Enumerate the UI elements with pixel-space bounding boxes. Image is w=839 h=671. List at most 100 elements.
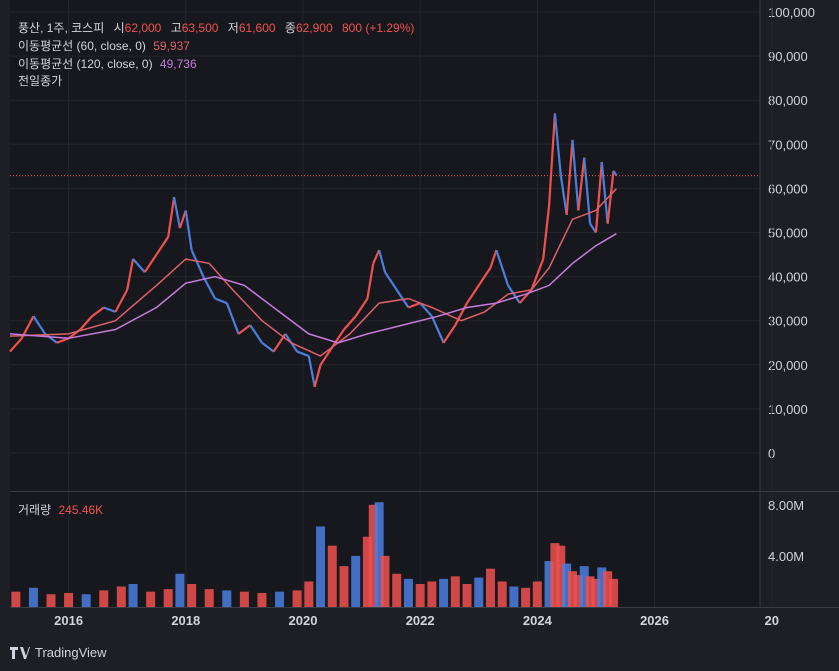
x-tick-label: 2020 <box>289 613 318 628</box>
x-tick-label: 2026 <box>640 613 669 628</box>
volume-bar <box>304 581 314 607</box>
volume-label: 거래량 <box>18 503 52 517</box>
volume-tick-label: 4.00M <box>768 549 804 564</box>
price-segment <box>184 210 193 251</box>
y-tick-label: 60,000 <box>768 181 808 196</box>
price-segment <box>190 249 205 278</box>
price-segment <box>178 210 187 229</box>
price-segment <box>143 253 158 273</box>
volume-bar <box>485 568 495 607</box>
y-tick-label: 30,000 <box>768 314 808 329</box>
volume-bar <box>146 591 156 607</box>
ma120-value: 49,736 <box>159 57 197 71</box>
price-segment <box>366 263 375 299</box>
low-label: 저 <box>227 21 239 35</box>
price-segment <box>32 315 47 335</box>
high-label: 고 <box>170 21 182 35</box>
price-segment <box>114 289 129 313</box>
tradingview-icon <box>10 646 30 659</box>
volume-bar <box>579 566 589 607</box>
volume-bar <box>46 594 56 607</box>
change-value: 800 (+1.29%) <box>341 21 415 35</box>
volume-bar <box>544 561 554 607</box>
volume-bar <box>439 578 449 607</box>
prev-close-legend[interactable]: 전일종가 <box>18 72 62 89</box>
y-tick-label: 20,000 <box>768 358 808 373</box>
price-segment <box>565 139 574 215</box>
symbol-label: 풍산, 1주, 코스피 <box>18 21 105 35</box>
price-segment <box>571 139 580 211</box>
price-segment <box>237 324 251 335</box>
price-segment <box>454 302 469 326</box>
price-segment <box>91 306 105 318</box>
volume-bar <box>415 584 425 607</box>
price-segment <box>612 170 618 177</box>
ma60-legend[interactable]: 이동평균선 (60, close, 0) 59,937 <box>18 37 190 54</box>
volume-bar <box>609 578 619 607</box>
symbol-ohlc-legend: 풍산, 1주, 코스피 시62,000 고63,500 저61,600 종62,… <box>18 19 414 36</box>
volume-bar <box>462 584 472 607</box>
volume-bar <box>292 590 302 607</box>
x-tick-label: 2022 <box>406 613 435 628</box>
y-tick-label: 40,000 <box>768 270 808 285</box>
volume-bar <box>497 581 507 607</box>
volume-bar <box>392 573 402 607</box>
volume-bar <box>187 584 197 607</box>
high-value: 63,500 <box>181 21 219 35</box>
volume-bar <box>521 587 531 607</box>
volume-bar <box>556 545 566 607</box>
ma60-value: 59,937 <box>153 39 190 53</box>
prev-close-label: 전일종가 <box>18 74 63 88</box>
volume-tick-label: 8.00M <box>768 498 804 513</box>
price-segment <box>172 197 182 229</box>
volume-bar <box>380 555 390 607</box>
price-segment <box>419 302 433 318</box>
volume-bar <box>532 581 542 607</box>
y-tick-label: 50,000 <box>768 226 808 241</box>
volume-bar <box>316 526 326 607</box>
price-segment <box>103 306 116 313</box>
volume-value: 245.46K <box>58 503 104 517</box>
y-tick-label: 80,000 <box>768 93 808 108</box>
ma120-label: 이동평균선 (120, close, 0) <box>18 57 153 71</box>
x-tick-label: 2016 <box>54 613 83 628</box>
price-segment <box>466 284 480 304</box>
price-segment <box>354 298 369 317</box>
close-value: 62,900 <box>295 21 333 35</box>
volume-bar <box>339 566 349 607</box>
price-segment <box>319 346 334 366</box>
volume-bar <box>257 592 267 607</box>
price-segment <box>9 337 23 353</box>
ma120-legend[interactable]: 이동평균선 (120, close, 0) 49,736 <box>18 55 197 72</box>
volume-bar <box>427 581 437 607</box>
volume-legend[interactable]: 거래량 245.46K <box>18 501 103 518</box>
price-segment <box>261 341 275 353</box>
price-segment <box>214 297 228 305</box>
ma60-label: 이동평균선 (60, close, 0) <box>18 39 146 53</box>
price-segment <box>249 324 263 344</box>
volume-bar <box>64 592 74 607</box>
y-tick-label: 100,000 <box>768 5 815 20</box>
volume-bar <box>222 590 232 607</box>
volume-bar <box>550 543 560 607</box>
price-segment <box>442 324 457 344</box>
price-segment <box>378 249 387 273</box>
volume-bar <box>351 555 361 607</box>
price-segment <box>132 258 146 273</box>
tradingview-logo[interactable]: TradingView <box>10 645 107 660</box>
price-segment <box>495 249 510 286</box>
price-segment <box>384 271 398 291</box>
open-value: 62,000 <box>124 21 162 35</box>
volume-bar <box>603 571 613 607</box>
price-segment <box>430 315 445 344</box>
price-segment <box>600 161 609 224</box>
volume-bar <box>368 504 378 607</box>
brand-name: TradingView <box>35 645 107 660</box>
volume-bar <box>204 589 214 607</box>
volume-bar <box>239 591 249 607</box>
price-segment <box>79 315 93 331</box>
volume-bar <box>28 587 38 607</box>
price-segment <box>126 258 135 291</box>
volume-bar <box>591 578 601 607</box>
